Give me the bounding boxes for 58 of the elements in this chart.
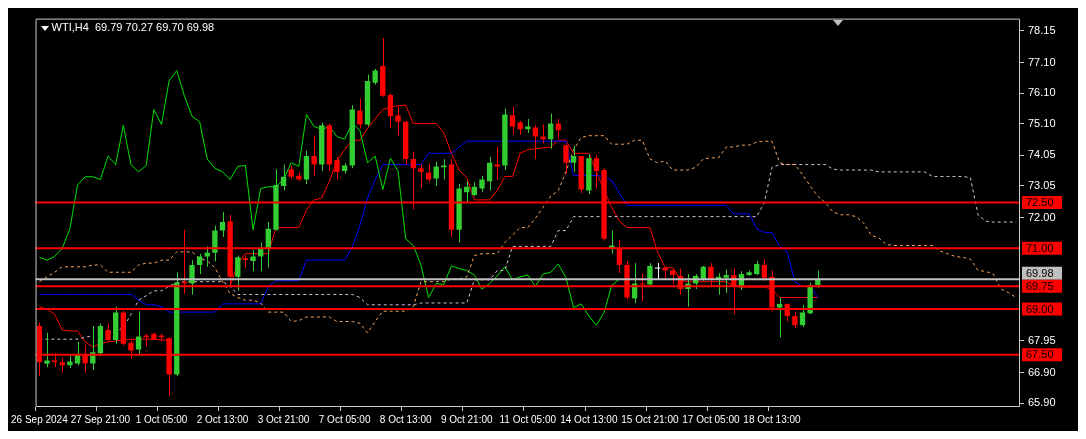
x-tick-label: 1 Oct 05:00 [135,413,188,425]
x-tick-label: 27 Sep 21:00 [70,413,131,425]
candlestick [189,259,195,296]
candlestick [44,332,50,368]
candlestick [357,98,363,129]
x-tick-label: 26 Sep 2024 [11,413,69,425]
ref-line-label: 71.00 [1026,241,1054,254]
y-tick-label: 75.10 [1028,116,1056,129]
y-tick-label: 72.00 [1028,210,1056,223]
candlestick [532,124,539,160]
candlestick [509,106,516,135]
candlestick [212,225,218,262]
candlestick [799,304,806,328]
y-tick-label: 66.90 [1028,365,1056,378]
x-tick-label: 15 Oct 21:00 [621,413,679,425]
x-tick-label: 18 Oct 13:00 [743,413,802,425]
ref-line-label: 69.75 [1026,279,1054,292]
candlestick [280,164,287,191]
candlestick [105,322,111,343]
x-tick-label: 11 Oct 05:00 [499,413,557,425]
x-tick-label: 7 Oct 05:00 [318,413,371,425]
candlestick [303,150,310,185]
candlestick [219,211,226,238]
candlestick [418,164,424,189]
candlestick [570,145,577,173]
candlestick [196,253,203,275]
candlestick [776,297,783,338]
candlestick [433,161,439,187]
candlestick [334,156,340,180]
candlestick [235,255,241,292]
x-tick-label: 8 Oct 13:00 [379,413,432,425]
x-tick-label: 14 Oct 13:00 [560,413,618,425]
y-tick-label: 74.05 [1028,148,1056,161]
candlestick [250,249,256,272]
x-tick-label: 17 Oct 05:00 [682,413,740,425]
ref-line-label: 67.50 [1026,348,1054,361]
candlestick [486,156,493,191]
ref-line-label: 72.50 [1026,196,1054,209]
candlestick [135,311,142,357]
candlestick [563,143,569,175]
y-tick-label: 65.90 [1028,396,1056,409]
ref-line-label: 69.98 [1026,266,1054,279]
chart-title: WTI,H4 69.79 70.27 69.70 69.98 [51,21,215,34]
y-tick-label: 67.95 [1028,334,1056,347]
candlestick [593,154,600,190]
y-tick-label: 78.15 [1028,23,1056,36]
candlestick [647,262,653,287]
y-tick-label: 76.10 [1028,86,1056,99]
y-tick-label: 77.10 [1028,55,1056,68]
x-tick-label: 2 Oct 13:00 [196,413,249,425]
x-tick-label: 9 Oct 21:00 [440,413,494,425]
line-series [38,135,1017,334]
candlestick [311,135,317,177]
y-tick-label: 73.05 [1028,178,1056,191]
candlestick [723,269,729,294]
ref-line-label: 69.00 [1026,302,1054,315]
x-tick-label: 3 Oct 21:00 [257,413,310,425]
candlestick [761,258,768,282]
